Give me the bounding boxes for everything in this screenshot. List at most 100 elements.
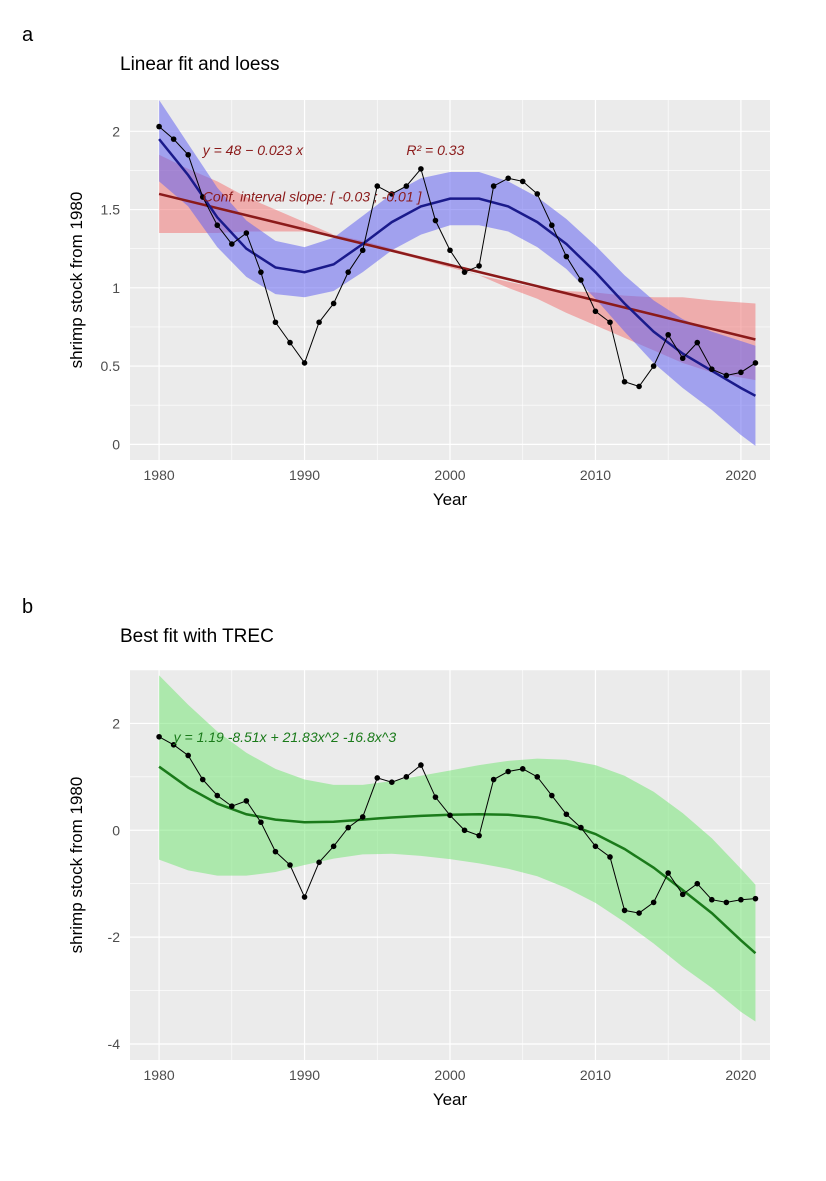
data-point (636, 384, 642, 390)
data-point (549, 222, 555, 228)
svg-text:2010: 2010 (580, 1067, 611, 1083)
svg-text:1980: 1980 (144, 467, 175, 483)
data-point (214, 222, 220, 228)
data-point (185, 152, 191, 158)
svg-text:2000: 2000 (434, 467, 465, 483)
data-point (694, 340, 700, 346)
data-point (244, 798, 250, 804)
data-point (447, 813, 453, 819)
svg-text:2010: 2010 (580, 467, 611, 483)
data-point (520, 179, 526, 185)
figure-container: { "layout": { "width": 826, "height": 11… (0, 0, 826, 1181)
data-point (287, 862, 293, 868)
data-point (505, 175, 511, 181)
data-point (636, 910, 642, 916)
data-point (738, 370, 744, 376)
svg-text:2020: 2020 (725, 467, 756, 483)
data-point (200, 777, 206, 783)
data-point (578, 277, 584, 283)
data-point (651, 900, 657, 906)
svg-text:0.5: 0.5 (101, 358, 121, 374)
data-point (462, 269, 468, 275)
data-point (287, 340, 293, 346)
data-point (665, 332, 671, 338)
data-point (244, 230, 250, 236)
data-point (738, 897, 744, 903)
data-point (258, 819, 264, 825)
data-point (564, 811, 570, 817)
data-point (476, 263, 482, 269)
data-point (156, 124, 162, 130)
data-point (389, 779, 395, 785)
svg-text:-4: -4 (108, 1036, 121, 1052)
panel-a-chart: 1980199020002010202000.511.52y = 48 − 0.… (60, 80, 800, 540)
data-point (753, 896, 759, 902)
data-point (593, 309, 599, 315)
data-point (578, 825, 584, 831)
panel-b-chart: 19801990200020102020-4-202y = 1.19 -8.51… (60, 650, 800, 1140)
svg-text:2: 2 (112, 715, 120, 731)
data-point (360, 247, 366, 253)
data-point (316, 319, 322, 325)
data-point (564, 254, 570, 260)
data-point (680, 892, 686, 898)
data-point (433, 794, 439, 800)
data-point (709, 897, 715, 903)
data-point (447, 247, 453, 253)
data-point (680, 355, 686, 361)
data-point (302, 894, 308, 900)
data-point (622, 379, 628, 385)
svg-text:1980: 1980 (144, 1067, 175, 1083)
data-point (345, 269, 351, 275)
annotation-text: y = 1.19 -8.51x + 21.83x^2 -16.8x^3 (173, 729, 397, 745)
data-point (694, 881, 700, 887)
data-point (418, 166, 424, 172)
data-point (607, 854, 613, 860)
data-point (273, 319, 279, 325)
data-point (258, 269, 264, 275)
data-point (665, 870, 671, 876)
data-point (171, 136, 177, 142)
data-point (331, 844, 337, 850)
data-point (360, 814, 366, 820)
data-point (476, 833, 482, 839)
svg-text:1: 1 (112, 280, 120, 296)
data-point (273, 849, 279, 855)
svg-text:0: 0 (112, 822, 120, 838)
data-point (709, 366, 715, 372)
data-point (374, 775, 380, 781)
data-point (404, 774, 410, 780)
data-point (651, 363, 657, 369)
annotation-text: Conf. interval slope: [ -0.03 ; -0.01 ] (203, 189, 423, 205)
data-point (433, 218, 439, 224)
data-point (214, 793, 220, 799)
data-point (345, 825, 351, 831)
data-point (462, 827, 468, 833)
panel-a-title: Linear fit and loess (120, 54, 280, 76)
data-point (622, 908, 628, 914)
data-point (229, 803, 235, 809)
data-point (185, 753, 191, 759)
panel-b-label: b (22, 596, 33, 619)
data-point (491, 777, 497, 783)
x-axis-title: Year (433, 490, 468, 509)
data-point (418, 762, 424, 768)
panel-a-label: a (22, 24, 33, 47)
data-point (549, 793, 555, 799)
y-axis-title: shrimp stock from 1980 (67, 777, 86, 954)
svg-text:1.5: 1.5 (101, 202, 121, 218)
data-point (156, 734, 162, 740)
svg-text:1990: 1990 (289, 1067, 320, 1083)
data-point (593, 844, 599, 850)
svg-text:2000: 2000 (434, 1067, 465, 1083)
data-point (753, 360, 759, 366)
svg-text:-2: -2 (108, 929, 121, 945)
annotation-text: R² = 0.33 (406, 142, 464, 158)
data-point (534, 191, 540, 197)
svg-text:0: 0 (112, 436, 120, 452)
data-point (229, 241, 235, 247)
data-point (302, 360, 308, 366)
data-point (505, 769, 511, 775)
svg-text:1990: 1990 (289, 467, 320, 483)
annotation-text: y = 48 − 0.023 x (202, 142, 304, 158)
